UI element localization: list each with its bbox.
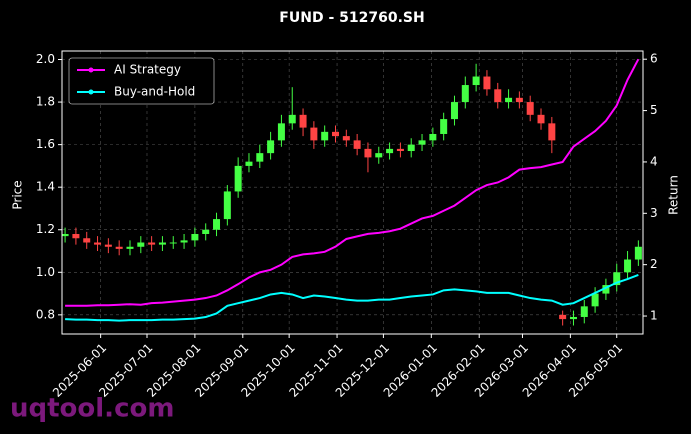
candle-body (94, 242, 102, 245)
y-tick-label: 1.8 (36, 95, 55, 109)
y-axis-label: Price (11, 180, 25, 209)
legend-label: AI Strategy (114, 63, 181, 77)
candle-body (83, 238, 91, 243)
candle-body (267, 140, 275, 154)
candle-body (256, 153, 264, 162)
candle-body (613, 272, 621, 286)
y2-tick-label: 2 (650, 257, 658, 271)
candle-body (375, 153, 383, 158)
candle-body (396, 148, 404, 152)
candle-body (277, 123, 285, 141)
y-tick-label: 1.0 (36, 265, 55, 279)
candle-body (505, 97, 513, 103)
candle-body (580, 306, 588, 317)
candle-body (418, 140, 426, 145)
candle-body (213, 219, 221, 230)
candle-body (126, 246, 134, 249)
line-series (65, 273, 639, 322)
candle-body (288, 114, 296, 124)
y2-axis-label: Return (667, 175, 681, 215)
candle-body (591, 293, 599, 307)
candle-body (548, 123, 556, 141)
candle-body (407, 144, 415, 152)
plot-frame (61, 50, 644, 335)
chart-title: FUND - 512760.SH (279, 10, 424, 26)
candle-body (429, 133, 437, 141)
candle-body (310, 127, 318, 141)
candle-body (461, 85, 469, 103)
candle-body (634, 246, 642, 260)
y2-tick-label: 5 (650, 103, 658, 117)
y-tick-label: 1.6 (36, 137, 55, 151)
candle-body (115, 246, 123, 249)
candle-body (483, 76, 491, 90)
y-tick-label: 1.4 (36, 180, 55, 194)
candle-body (569, 316, 577, 320)
candle-body (537, 114, 545, 124)
candle-body (191, 233, 199, 241)
candle-body (472, 76, 480, 86)
candle-body (450, 102, 458, 120)
candle-body (104, 244, 112, 247)
candle-body (624, 259, 632, 273)
legend-marker (88, 89, 94, 95)
candle-body (169, 242, 177, 244)
candle-body (158, 242, 166, 245)
candle-body (61, 233, 69, 237)
candle-body (299, 114, 307, 128)
y2-tick-label: 6 (650, 52, 658, 66)
candle-body (137, 242, 145, 247)
y2-tick-label: 4 (650, 154, 658, 168)
y2-tick-label: 3 (650, 206, 658, 220)
candle-body (180, 240, 188, 243)
y-tick-label: 0.8 (36, 307, 55, 321)
candle-body (223, 191, 231, 220)
y2-tick-label: 1 (650, 309, 658, 323)
legend-label: Buy-and-Hold (114, 85, 195, 99)
candle-body (342, 136, 350, 141)
watermark: uqtool.com (10, 394, 174, 424)
candle-body (245, 161, 253, 166)
candle-body (148, 242, 156, 245)
candle-body (559, 314, 567, 320)
line-series (65, 58, 640, 307)
candle-body (494, 89, 502, 103)
legend-marker (88, 67, 94, 73)
y-tick-label: 1.2 (36, 222, 55, 236)
candle-body (234, 165, 242, 192)
candle-body (515, 97, 523, 103)
legend-box (68, 57, 215, 105)
y-tick-label: 2.0 (36, 52, 55, 66)
candle-body (332, 131, 340, 137)
candle-body (526, 102, 534, 115)
candle-body (202, 229, 210, 234)
candle-body (386, 148, 394, 154)
candle-body (321, 131, 329, 141)
candle-body (602, 285, 610, 294)
candle-body (364, 148, 372, 158)
candle-body (353, 140, 361, 149)
candle-body (440, 119, 448, 134)
candle-body (72, 233, 80, 239)
